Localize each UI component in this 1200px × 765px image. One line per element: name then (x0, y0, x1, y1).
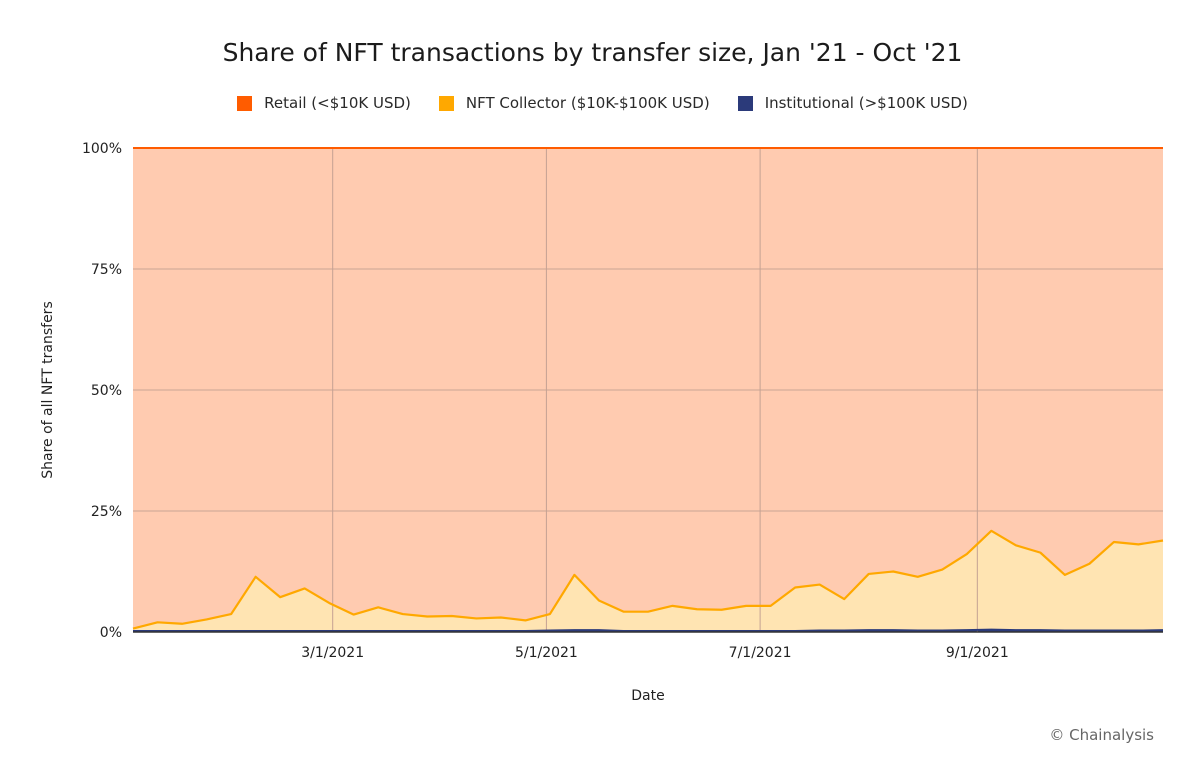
y-tick-label: 0% (100, 625, 122, 641)
area-retail (133, 148, 1163, 629)
legend-label-retail: Retail (<$10K USD) (264, 94, 411, 112)
y-tick-label: 75% (91, 262, 122, 278)
grid-layer (133, 148, 1163, 632)
y-tick-label: 100% (82, 141, 122, 157)
x-tick-label: 5/1/2021 (515, 645, 578, 661)
x-axis-label: Date (631, 688, 664, 704)
legend-label-nft-collector: NFT Collector ($10K-$100K USD) (465, 94, 710, 112)
legend-swatch-retail (237, 95, 253, 111)
x-tick-label: 7/1/2021 (729, 645, 792, 661)
legend-label-institutional: Institutional (>$100K USD) (764, 94, 968, 112)
x-tick-label: 9/1/2021 (946, 645, 1009, 661)
area-nft-collector (133, 530, 1163, 632)
legend-swatch-institutional (737, 95, 753, 111)
legend-item-institutional[interactable]: Institutional (>$100K USD) (737, 94, 968, 112)
y-axis-label: Share of all NFT transfers (40, 301, 56, 478)
line-institutional (133, 628, 1164, 633)
x-tick-label: 3/1/2021 (301, 645, 364, 661)
y-tick-label: 25% (91, 504, 122, 520)
chart-title: Share of NFT transactions by transfer si… (222, 38, 963, 67)
source-credit: © Chainalysis (1049, 726, 1154, 744)
line-nft-collector (132, 529, 1164, 630)
legend: Retail (<$10K USD) NFT Collector ($10K-$… (0, 94, 1200, 112)
legend-item-retail[interactable]: Retail (<$10K USD) (237, 94, 411, 112)
legend-item-nft-collector[interactable]: NFT Collector ($10K-$100K USD) (438, 94, 710, 112)
legend-swatch-nft-collector (438, 95, 454, 111)
axis-layer: 0% 25% 50% 75% 100% 3/1/2021 5/1/2021 7/1/2021 9… (82, 141, 1163, 661)
line-layer (132, 147, 1164, 633)
y-tick-label: 50% (91, 383, 122, 399)
